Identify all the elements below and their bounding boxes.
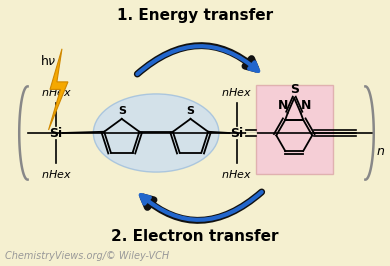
- Text: h$\nu$: h$\nu$: [39, 54, 56, 68]
- FancyArrowPatch shape: [141, 192, 262, 220]
- Text: Si: Si: [230, 127, 243, 139]
- Text: N: N: [278, 99, 288, 112]
- Text: Si: Si: [50, 127, 62, 139]
- Text: $n$Hex: $n$Hex: [41, 86, 71, 98]
- FancyArrowPatch shape: [137, 46, 258, 74]
- Text: N: N: [300, 99, 311, 112]
- Text: $n$: $n$: [376, 144, 385, 157]
- Text: S: S: [290, 83, 299, 96]
- FancyBboxPatch shape: [256, 85, 333, 174]
- Text: 2. Electron transfer: 2. Electron transfer: [111, 229, 279, 244]
- FancyArrowPatch shape: [143, 192, 262, 221]
- Text: $n$Hex: $n$Hex: [222, 86, 252, 98]
- Polygon shape: [48, 49, 68, 130]
- Text: 1. Energy transfer: 1. Energy transfer: [117, 8, 273, 23]
- Text: $n$Hex: $n$Hex: [41, 168, 71, 180]
- Text: S: S: [118, 106, 126, 117]
- Text: ChemistryViews.org/© Wiley-VCH: ChemistryViews.org/© Wiley-VCH: [5, 251, 169, 261]
- FancyArrowPatch shape: [137, 45, 256, 74]
- Text: S: S: [186, 106, 195, 117]
- Ellipse shape: [93, 94, 219, 172]
- Text: $n$Hex: $n$Hex: [222, 168, 252, 180]
